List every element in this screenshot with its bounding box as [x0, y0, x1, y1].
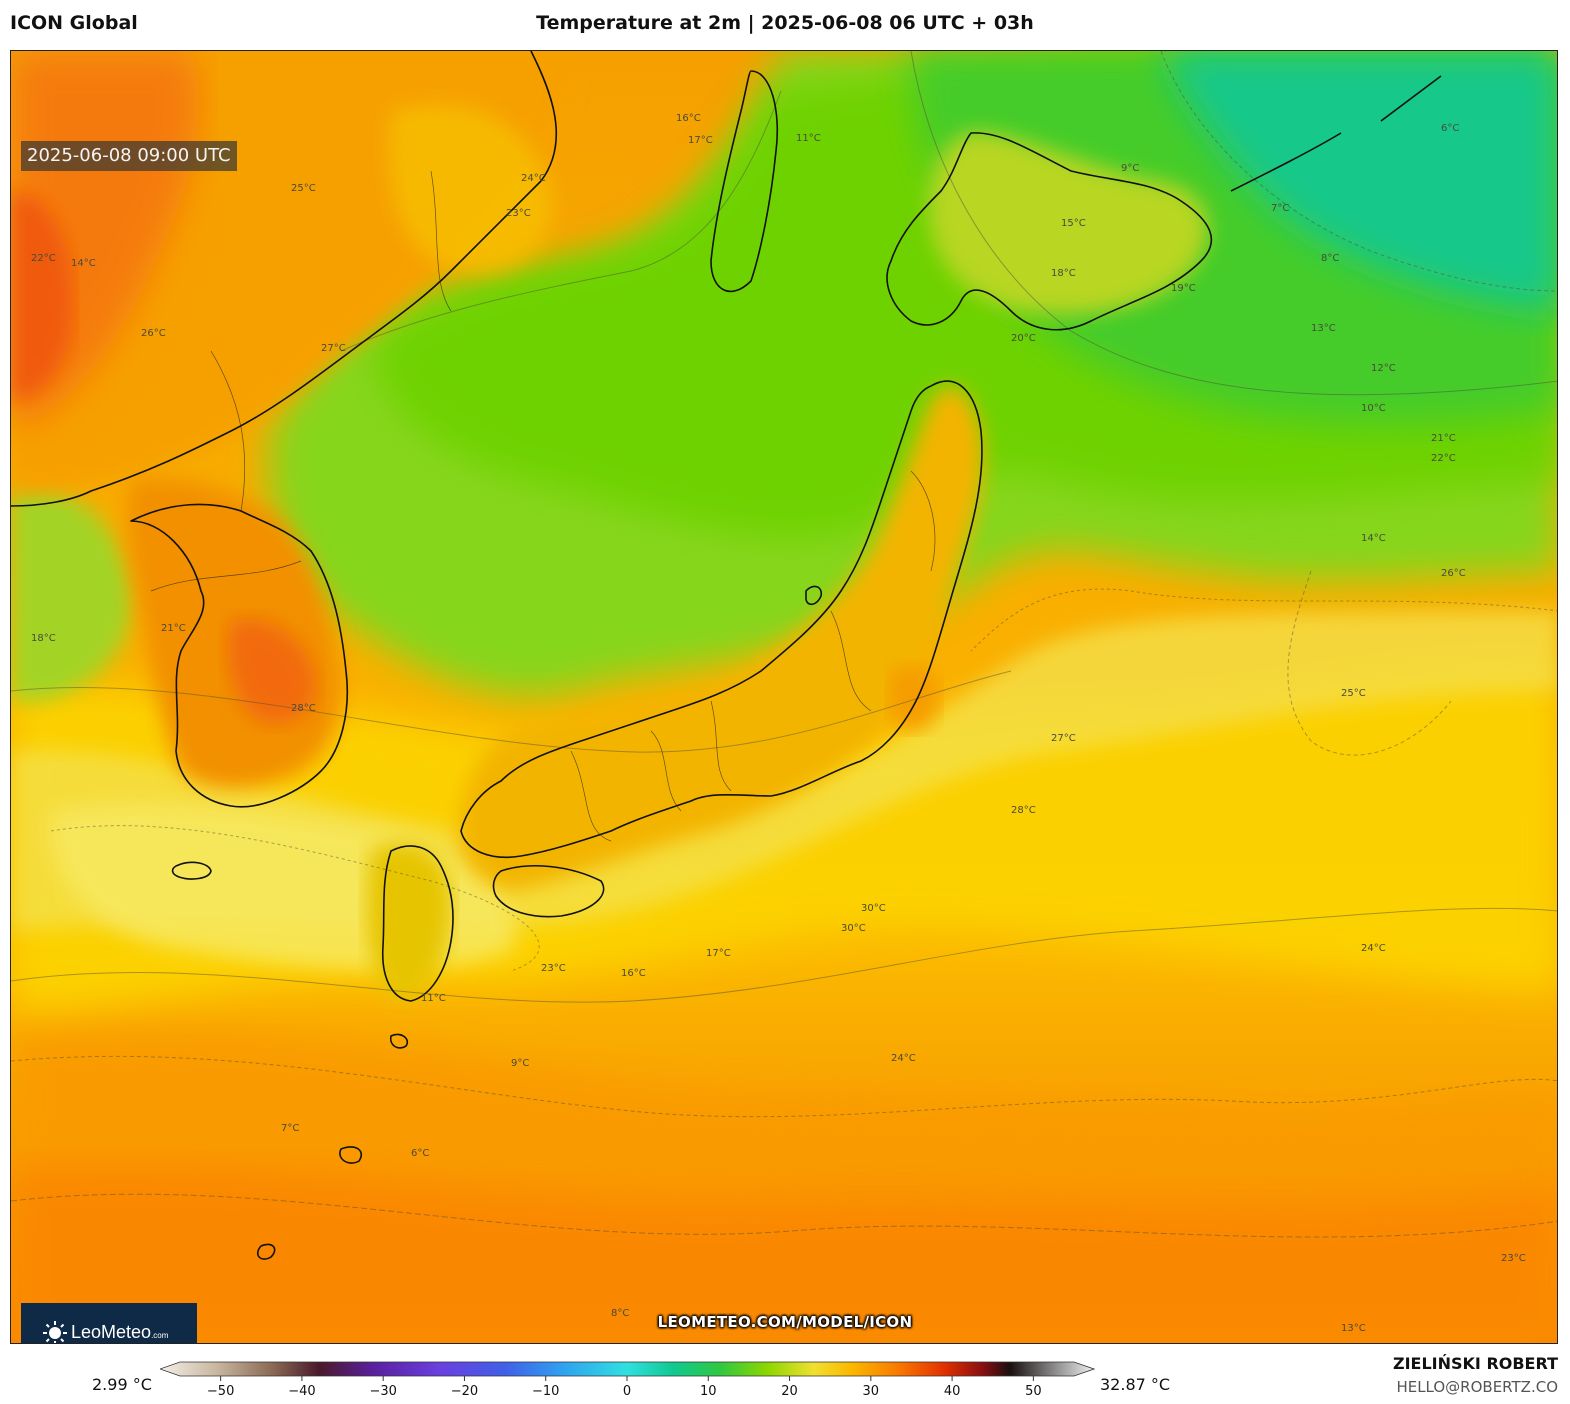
contour-label: 30°C: [861, 903, 886, 914]
contour-label: 9°C: [511, 1058, 529, 1069]
contour-label: 30°C: [841, 923, 866, 934]
contour-label: 23°C: [506, 208, 531, 219]
contour-label: 19°C: [1171, 283, 1196, 294]
colorbar-tick-label: −50: [207, 1384, 234, 1399]
contour-label: 22°C: [31, 253, 56, 264]
contour-label: 6°C: [1441, 123, 1459, 134]
logo-suffix: .com: [151, 1331, 169, 1340]
contour-label: 25°C: [1341, 688, 1366, 699]
map-title: Temperature at 2m | 2025-06-08 06 UTC + …: [536, 12, 1034, 34]
contour-label: 27°C: [321, 343, 346, 354]
contour-label: 24°C: [1361, 943, 1386, 954]
contour-label: 28°C: [1011, 805, 1036, 816]
contour-label: 26°C: [141, 328, 166, 339]
contour-label: 21°C: [161, 623, 186, 634]
temperature-colorbar: −50 −40 −30 −20 −10 0 10 20 30 40 50: [160, 1361, 1095, 1399]
temperature-map[interactable]: 24°C 23°C 16°C 17°C 11°C 9°C 6°C 7°C 8°C 13°C 12°C…: [10, 50, 1558, 1344]
author-name: ZIELIŃSKI ROBERT: [1392, 1354, 1558, 1373]
sun-icon: [43, 1320, 67, 1343]
contour-label: 26°C: [1441, 568, 1466, 579]
contour-label: 21°C: [1431, 433, 1456, 444]
contour-label: 13°C: [1341, 1323, 1366, 1334]
contour-label: 14°C: [1361, 533, 1386, 544]
contour-label: 8°C: [611, 1308, 629, 1319]
contour-label: 14°C: [71, 258, 96, 269]
contour-label: 8°C: [1321, 253, 1339, 264]
scale-min-value: 2.99 °C: [92, 1375, 152, 1394]
contour-label: 7°C: [281, 1123, 299, 1134]
colorbar-tick-label: 10: [700, 1384, 717, 1399]
contour-label: 13°C: [1311, 323, 1336, 334]
contour-label: 25°C: [291, 183, 316, 194]
contour-label: 28°C: [291, 703, 316, 714]
model-name: ICON Global: [10, 12, 138, 34]
colorbar-tick-label: −10: [532, 1384, 559, 1399]
contour-label: 19°C: [911, 1343, 936, 1344]
colorbar-tick-label: −30: [369, 1384, 396, 1399]
leometeo-logo[interactable]: LeoMeteo.com: [21, 1303, 197, 1343]
logo-name: LeoMeteo: [71, 1322, 152, 1342]
contour-label: 11°C: [796, 133, 821, 144]
colorbar-tick-label: −40: [288, 1384, 315, 1399]
contour-label: 15°C: [1061, 218, 1086, 229]
contour-label: 18°C: [1051, 268, 1076, 279]
contour-label: 10°C: [1361, 403, 1386, 414]
contour-label: 16°C: [621, 968, 646, 979]
contour-label: 23°C: [541, 963, 566, 974]
contour-label: 18°C: [31, 633, 56, 644]
contour-label: 17°C: [688, 135, 713, 146]
author-email[interactable]: HELLO@ROBERTZ.CO: [1396, 1378, 1558, 1396]
contour-label: 22°C: [1431, 453, 1456, 464]
contour-label: 11°C: [421, 993, 446, 1004]
contour-label: 17°C: [706, 948, 731, 959]
logo-text: LeoMeteo.com: [71, 1322, 168, 1343]
contour-label: 7°C: [1271, 203, 1289, 214]
contour-label: 6°C: [411, 1148, 429, 1159]
contour-label: 24°C: [521, 173, 546, 184]
contour-label: 9°C: [1121, 163, 1139, 174]
contour-label: 20°C: [1011, 333, 1036, 344]
contour-label: 16°C: [676, 113, 701, 124]
colorbar-tick-label: −20: [451, 1384, 478, 1399]
colorbar-bar: [160, 1361, 1095, 1377]
contour-label: 27°C: [1051, 733, 1076, 744]
contour-label: 24°C: [891, 1053, 916, 1064]
contour-label: 12°C: [1371, 363, 1396, 374]
colorbar-tick-label: 40: [944, 1384, 961, 1399]
colorbar-tick-label: 50: [1025, 1384, 1042, 1399]
temperature-field: 24°C 23°C 16°C 17°C 11°C 9°C 6°C 7°C 8°C 13°C 12°C…: [11, 51, 1557, 1344]
source-url[interactable]: LEOMETEO.COM/MODEL/ICON: [657, 1313, 913, 1331]
valid-time-badge: 2025-06-08 09:00 UTC: [21, 141, 237, 171]
colorbar-tick-label: 30: [863, 1384, 880, 1399]
colorbar-tick-label: 20: [781, 1384, 798, 1399]
contour-label: 23°C: [1501, 1253, 1526, 1264]
colorbar-tick-label: 0: [623, 1384, 631, 1399]
scale-max-value: 32.87 °C: [1100, 1375, 1171, 1394]
